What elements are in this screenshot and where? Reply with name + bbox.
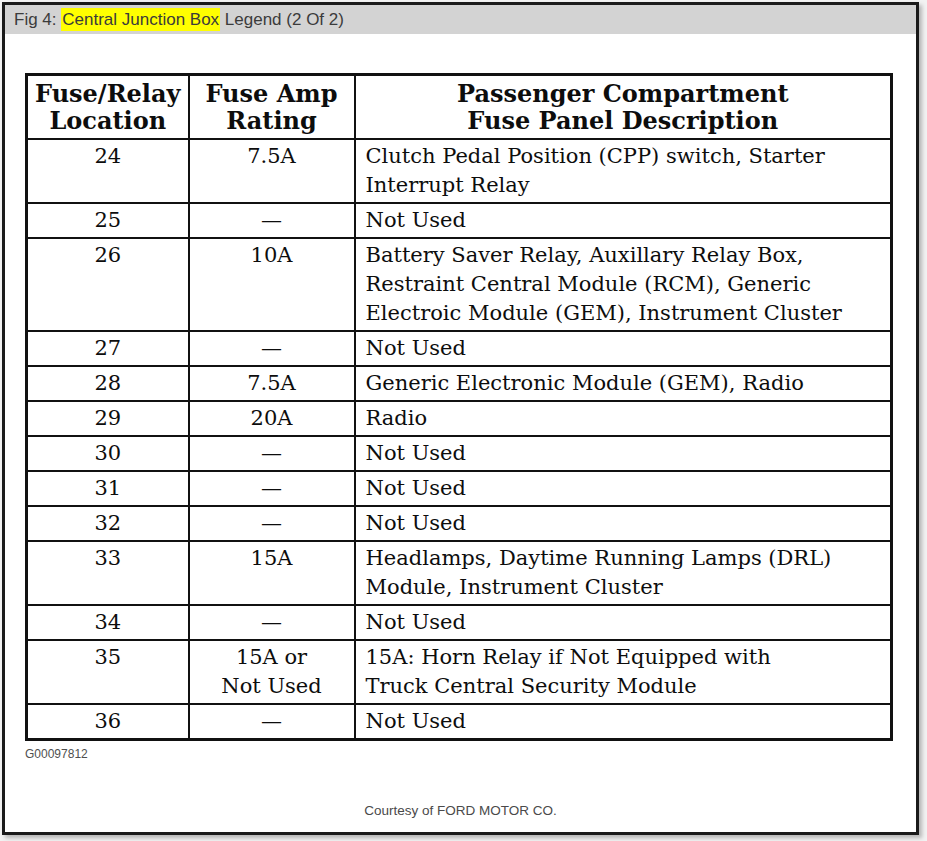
fuse-location-cell: 34 <box>27 605 189 640</box>
fuse-rating-cell: — <box>189 471 355 506</box>
fuse-rating-cell: 10A <box>189 238 355 331</box>
header-description: Passenger Compartment Fuse Panel Descrip… <box>355 75 892 140</box>
fuse-rating-cell: 7.5A <box>189 139 355 203</box>
table-row: 27 — Not Used <box>27 331 892 366</box>
fuse-description-cell: Not Used <box>355 331 892 366</box>
fuse-rating-cell: 15A or Not Used <box>189 640 355 704</box>
table-row: 35 15A or Not Used 15A: Horn Relay if No… <box>27 640 892 704</box>
fuse-description-cell: Not Used <box>355 506 892 541</box>
fuse-description-cell: Radio <box>355 401 892 436</box>
figure-title-highlight: Central Junction Box <box>61 8 220 31</box>
fuse-rating-cell: — <box>189 436 355 471</box>
fuse-location-cell: 33 <box>27 541 189 605</box>
header-fuse-amp-rating: Fuse Amp Rating <box>189 75 355 140</box>
courtesy-credit: Courtesy of FORD MOTOR CO. <box>5 803 916 818</box>
fuse-location-cell: 36 <box>27 704 189 740</box>
table-row: 28 7.5A Generic Electronic Module (GEM),… <box>27 366 892 401</box>
fuse-description-cell: 15A: Horn Relay if Not Equipped with Tru… <box>355 640 892 704</box>
fuse-rating-cell: — <box>189 506 355 541</box>
fuse-location-cell: 25 <box>27 203 189 238</box>
fuse-location-cell: 29 <box>27 401 189 436</box>
fuse-description-cell: Battery Saver Relay, Auxillary Relay Box… <box>355 238 892 331</box>
table-row: 34 — Not Used <box>27 605 892 640</box>
fuse-description-cell: Headlamps, Daytime Running Lamps (DRL) M… <box>355 541 892 605</box>
figure-title-bar: Fig 4: Central Junction Box Legend (2 Of… <box>5 5 916 34</box>
fuse-location-cell: 24 <box>27 139 189 203</box>
fuse-rating-cell: — <box>189 605 355 640</box>
fuse-legend-table: Fuse/Relay Location Fuse Amp Rating Pass… <box>25 73 893 741</box>
table-row: 25 — Not Used <box>27 203 892 238</box>
fuse-rating-cell: 15A <box>189 541 355 605</box>
table-row: 29 20A Radio <box>27 401 892 436</box>
fuse-location-cell: 32 <box>27 506 189 541</box>
table-row: 24 7.5A Clutch Pedal Position (CPP) swit… <box>27 139 892 203</box>
table-row: 26 10A Battery Saver Relay, Auxillary Re… <box>27 238 892 331</box>
table-row: 32 — Not Used <box>27 506 892 541</box>
figure-page: Fig 4: Central Junction Box Legend (2 Of… <box>2 2 919 835</box>
figure-id: G00097812 <box>25 747 916 761</box>
table-row: 31 — Not Used <box>27 471 892 506</box>
fuse-rating-cell: — <box>189 704 355 740</box>
fuse-description-cell: Clutch Pedal Position (CPP) switch, Star… <box>355 139 892 203</box>
table-header-row: Fuse/Relay Location Fuse Amp Rating Pass… <box>27 75 892 140</box>
fuse-description-cell: Not Used <box>355 203 892 238</box>
fuse-rating-cell: — <box>189 331 355 366</box>
fuse-location-cell: 30 <box>27 436 189 471</box>
fuse-description-cell: Not Used <box>355 471 892 506</box>
table-row: 33 15A Headlamps, Daytime Running Lamps … <box>27 541 892 605</box>
fuse-location-cell: 27 <box>27 331 189 366</box>
fuse-description-cell: Not Used <box>355 605 892 640</box>
figure-title-prefix: Fig 4: <box>14 10 61 29</box>
table-row: 36 — Not Used <box>27 704 892 740</box>
fuse-location-cell: 26 <box>27 238 189 331</box>
fuse-location-cell: 35 <box>27 640 189 704</box>
fuse-description-cell: Generic Electronic Module (GEM), Radio <box>355 366 892 401</box>
fuse-rating-cell: 7.5A <box>189 366 355 401</box>
fuse-location-cell: 28 <box>27 366 189 401</box>
table-row: 30 — Not Used <box>27 436 892 471</box>
fuse-description-cell: Not Used <box>355 704 892 740</box>
fuse-description-cell: Not Used <box>355 436 892 471</box>
figure-title-suffix: Legend (2 Of 2) <box>220 10 344 29</box>
fuse-location-cell: 31 <box>27 471 189 506</box>
header-fuse-relay-location: Fuse/Relay Location <box>27 75 189 140</box>
fuse-rating-cell: 20A <box>189 401 355 436</box>
fuse-rating-cell: — <box>189 203 355 238</box>
